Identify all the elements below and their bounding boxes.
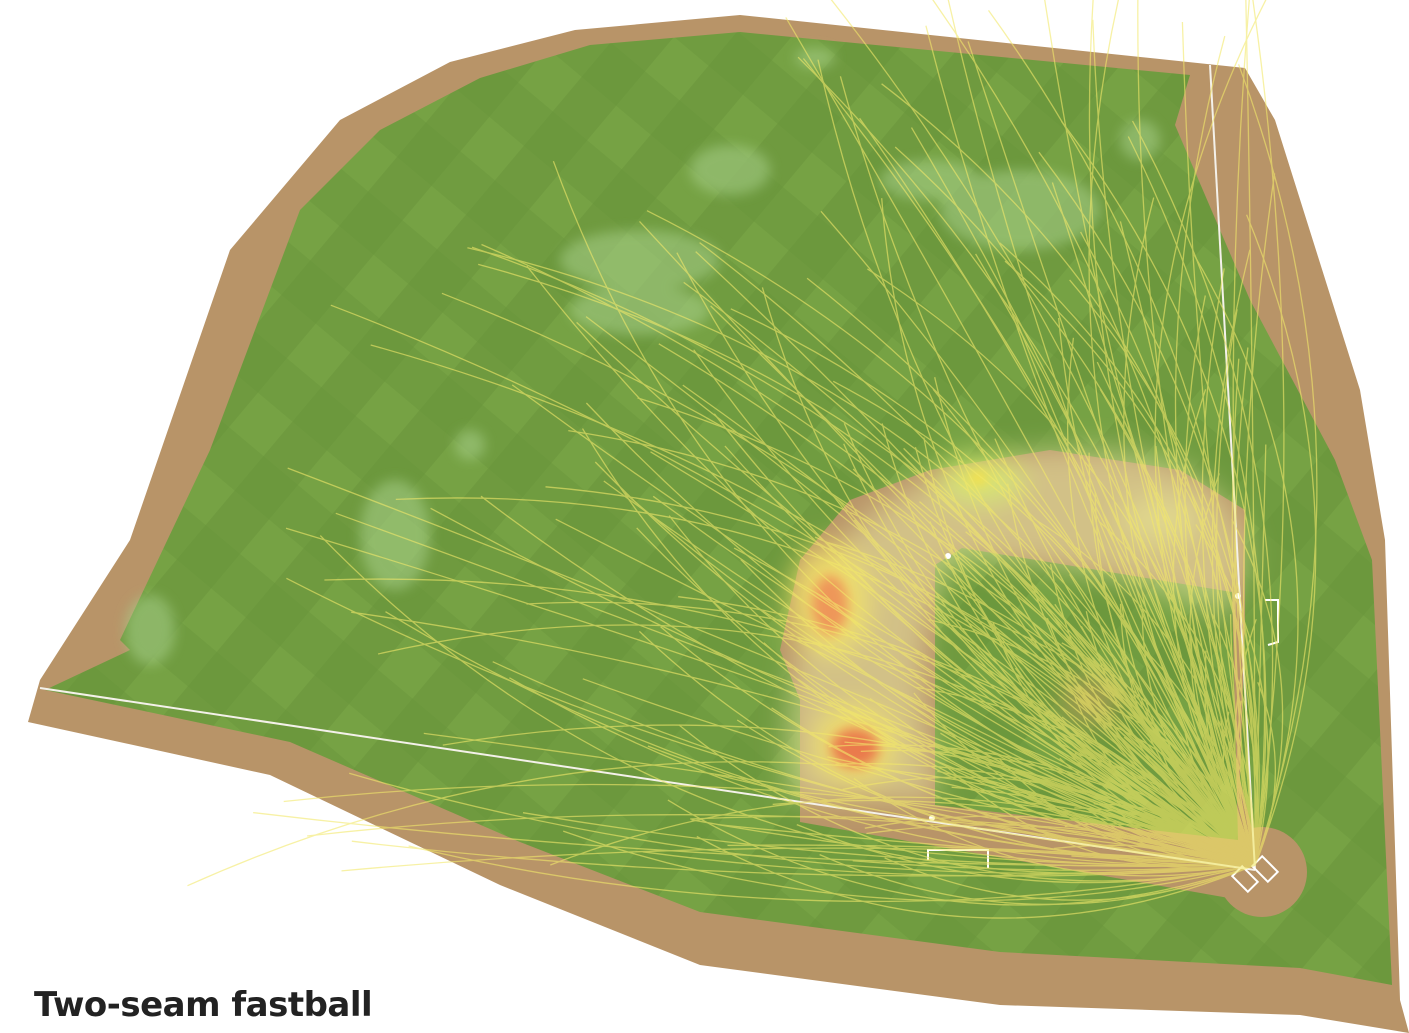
trajectory: [1088, 0, 1256, 866]
trajectory: [867, 268, 1256, 866]
trajectory: [1014, 316, 1256, 866]
trajectory: [1066, 337, 1256, 866]
trajectory: [797, 56, 1256, 866]
trajectory: [319, 535, 1256, 875]
trajectory: [1044, 0, 1256, 866]
trajectory: [330, 304, 1256, 866]
trajectory: [638, 630, 1256, 867]
trajectory: [914, 447, 1256, 866]
trajectory: [285, 527, 1256, 866]
trajectory: [1061, 642, 1256, 866]
trajectory: [925, 25, 1256, 866]
trajectory: [929, 521, 1256, 866]
trajectory: [492, 661, 1256, 866]
trajectory: [471, 246, 1256, 866]
trajectory: [1131, 120, 1274, 866]
trajectory: [480, 495, 1256, 866]
trajectory: [696, 835, 1256, 919]
trajectory: [1195, 524, 1269, 866]
trajectory: [1119, 221, 1256, 866]
trajectory: [944, 764, 1256, 869]
trajectory: [932, 0, 1256, 866]
trajectory: [562, 830, 1256, 902]
trajectory: [676, 252, 1256, 866]
trajectory: [1046, 617, 1256, 866]
trajectory: [1252, 0, 1285, 866]
trajectory: [1027, 636, 1256, 866]
trajectory: [1254, 682, 1276, 866]
trajectory: [585, 316, 1256, 866]
trajectory: [377, 624, 1256, 866]
trajectory: [1127, 136, 1266, 866]
trajectory: [646, 210, 1256, 866]
trajectory: [740, 559, 1256, 866]
trajectory: [545, 486, 1256, 866]
trajectory: [1184, 295, 1256, 866]
trajectory: [550, 796, 1256, 866]
caption: Two-seam fastball: [34, 985, 373, 1025]
trajectory: [1201, 268, 1256, 866]
trajectory: [1154, 0, 1267, 866]
trajectory: [806, 277, 1256, 866]
trajectory: [785, 17, 1256, 866]
trajectory: [555, 518, 1256, 866]
trajectory: [1069, 279, 1260, 866]
trajectory: [835, 762, 1256, 866]
trajectory: [1060, 120, 1267, 866]
trajectory: [1080, 231, 1256, 866]
trajectory: [467, 247, 1256, 866]
trajectory: [763, 642, 1256, 866]
trajectory: [1254, 444, 1267, 866]
trajectory: [349, 772, 1256, 875]
trajectory: [1004, 260, 1258, 866]
trajectory: [928, 619, 1256, 866]
trajectory: [802, 58, 1256, 866]
trajectory: [1071, 855, 1256, 866]
hit-trajectories: [187, 0, 1318, 919]
trajectory: [1211, 249, 1256, 866]
trajectory: [1054, 603, 1256, 866]
trajectory: [899, 451, 1256, 866]
trajectory: [568, 429, 1256, 866]
trajectory: [1092, 19, 1256, 866]
trajectory: [853, 519, 1256, 866]
trajectory: [636, 527, 1256, 866]
trajectory: [1237, 64, 1318, 866]
trajectory: [934, 848, 1256, 867]
trajectory: [859, 117, 1256, 866]
trajectory: [582, 678, 1256, 866]
trajectory: [699, 242, 1256, 866]
trajectory: [307, 814, 1256, 866]
trajectory: [370, 344, 1256, 866]
trajectory: [866, 824, 1256, 866]
trajectory: [727, 844, 1256, 866]
trajectory: [1215, 309, 1256, 866]
trajectory: [509, 677, 1256, 867]
trajectory: [283, 783, 1256, 866]
foul-line: [1209, 64, 1256, 871]
trajectory: [1051, 182, 1256, 866]
trajectory: [884, 857, 1256, 901]
trajectory: [408, 845, 1256, 903]
trajectory: [478, 263, 1256, 866]
trajectory: [1174, 35, 1256, 866]
trajectory: [972, 775, 1256, 866]
trajectory: [832, 380, 1256, 866]
